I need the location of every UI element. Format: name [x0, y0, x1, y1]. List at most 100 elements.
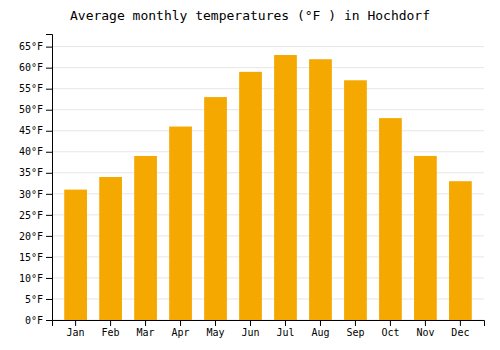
y-tick: 0°F: [25, 315, 52, 326]
x-tick-mark: [320, 320, 321, 326]
x-tick: Jan: [67, 320, 85, 338]
y-tick-mark: [46, 152, 52, 153]
y-axis: 0°F 5°F 10°F 15°F 20°F 25°F 30°F 35°F 40°F 45°F 50…: [19, 35, 53, 326]
bar: [379, 118, 402, 320]
y-tick: 35°F: [19, 167, 52, 178]
x-tick-mark: [110, 320, 111, 326]
x-tick-label: Jan: [67, 327, 85, 338]
y-tick-label: 30°F: [19, 189, 43, 200]
y-tick-mark: [46, 131, 52, 132]
y-tick-label: 5°F: [25, 294, 43, 305]
y-tick-mark: [46, 278, 52, 279]
y-tick: 65°F: [19, 41, 52, 52]
bar: [204, 97, 227, 320]
grid-line: [52, 67, 484, 68]
x-tick-mark: [460, 320, 461, 326]
y-tick-label: 65°F: [19, 41, 43, 52]
y-tick-mark: [46, 173, 52, 174]
y-tick: 20°F: [19, 231, 52, 242]
x-tick-mark: [285, 320, 286, 326]
x-tick-label: Aug: [311, 327, 329, 338]
x-tick: Sep: [346, 320, 364, 338]
bar: [169, 127, 192, 320]
bar: [414, 156, 437, 320]
y-tick-label: 25°F: [19, 210, 43, 221]
x-tick-label: Oct: [381, 327, 399, 338]
bar: [309, 59, 332, 320]
bar: [274, 55, 297, 320]
y-tick-mark: [46, 68, 52, 69]
x-tick-label: Apr: [172, 327, 190, 338]
y-tick-label: 55°F: [19, 83, 43, 94]
y-tick-mark: [46, 47, 52, 48]
y-tick-mark: [46, 299, 52, 300]
x-tick: Mar: [137, 320, 155, 338]
y-tick: 60°F: [19, 62, 52, 73]
bar: [99, 177, 122, 320]
x-tick-label: Dec: [451, 327, 469, 338]
grid-line: [52, 151, 484, 152]
bars: [64, 55, 472, 320]
title: Average monthly temperatures (°F ) in Ho…: [70, 8, 430, 23]
y-tick-mark: [46, 194, 52, 195]
y-tick: 50°F: [19, 104, 52, 115]
x-tick-label: May: [206, 327, 224, 338]
y-tick-mark: [46, 215, 52, 216]
x-tick-mark: [425, 320, 426, 326]
y-tick-label: 50°F: [19, 104, 43, 115]
bar: [239, 72, 262, 320]
x-tick: Jun: [241, 320, 259, 338]
chart: 0°F 5°F 10°F 15°F 20°F 25°F 30°F 35°F 40°F 45°F 50…: [0, 0, 500, 350]
y-tick-mark: [46, 320, 52, 321]
x-tick: Dec: [451, 320, 469, 338]
x-tick: Apr: [172, 320, 190, 338]
x-tick-mark: [250, 320, 251, 326]
bar: [64, 190, 87, 320]
x-tick: Nov: [416, 320, 434, 338]
x-axis-line: [53, 321, 485, 327]
x-tick-label: Jul: [276, 327, 294, 338]
x-tick-mark: [75, 320, 76, 326]
y-tick: 55°F: [19, 83, 52, 94]
bar: [344, 80, 367, 320]
x-tick-label: Mar: [137, 327, 155, 338]
x-axis: Jan Feb Mar Apr May Jun Jul Aug Sep Oct Nov Dec: [53, 320, 485, 338]
y-tick: 15°F: [19, 252, 52, 263]
x-tick-mark: [355, 320, 356, 326]
bar: [134, 156, 157, 320]
y-tick-mark: [46, 257, 52, 258]
y-tick-label: 10°F: [19, 273, 43, 284]
x-tick: May: [206, 320, 224, 338]
y-tick-mark: [46, 110, 52, 111]
x-tick-label: Sep: [346, 327, 364, 338]
y-tick-label: 15°F: [19, 252, 43, 263]
x-tick: Oct: [381, 320, 399, 338]
x-tick-mark: [145, 320, 146, 326]
y-tick: 40°F: [19, 146, 52, 157]
x-tick-mark: [180, 320, 181, 326]
y-tick-label: 35°F: [19, 167, 43, 178]
y-tick-mark: [46, 236, 52, 237]
grid-line: [52, 88, 484, 89]
grid: [52, 47, 484, 320]
x-tick-mark: [215, 320, 216, 326]
grid-line: [52, 109, 484, 110]
y-tick-mark: [46, 89, 52, 90]
y-tick: 5°F: [25, 294, 52, 305]
grid-line: [52, 46, 484, 47]
y-tick-label: 40°F: [19, 146, 43, 157]
x-tick-label: Feb: [102, 327, 120, 338]
y-tick: 10°F: [19, 273, 52, 284]
x-tick: Jul: [276, 320, 294, 338]
x-tick-mark: [390, 320, 391, 326]
grid-line: [52, 130, 484, 131]
y-tick: 45°F: [19, 125, 52, 136]
y-tick: 30°F: [19, 189, 52, 200]
y-tick-label: 0°F: [25, 315, 43, 326]
bar: [449, 181, 472, 320]
x-tick: Aug: [311, 320, 329, 338]
y-tick: 25°F: [19, 210, 52, 221]
x-tick: Feb: [102, 320, 120, 338]
y-axis-line: [46, 35, 53, 321]
y-tick-label: 45°F: [19, 125, 43, 136]
